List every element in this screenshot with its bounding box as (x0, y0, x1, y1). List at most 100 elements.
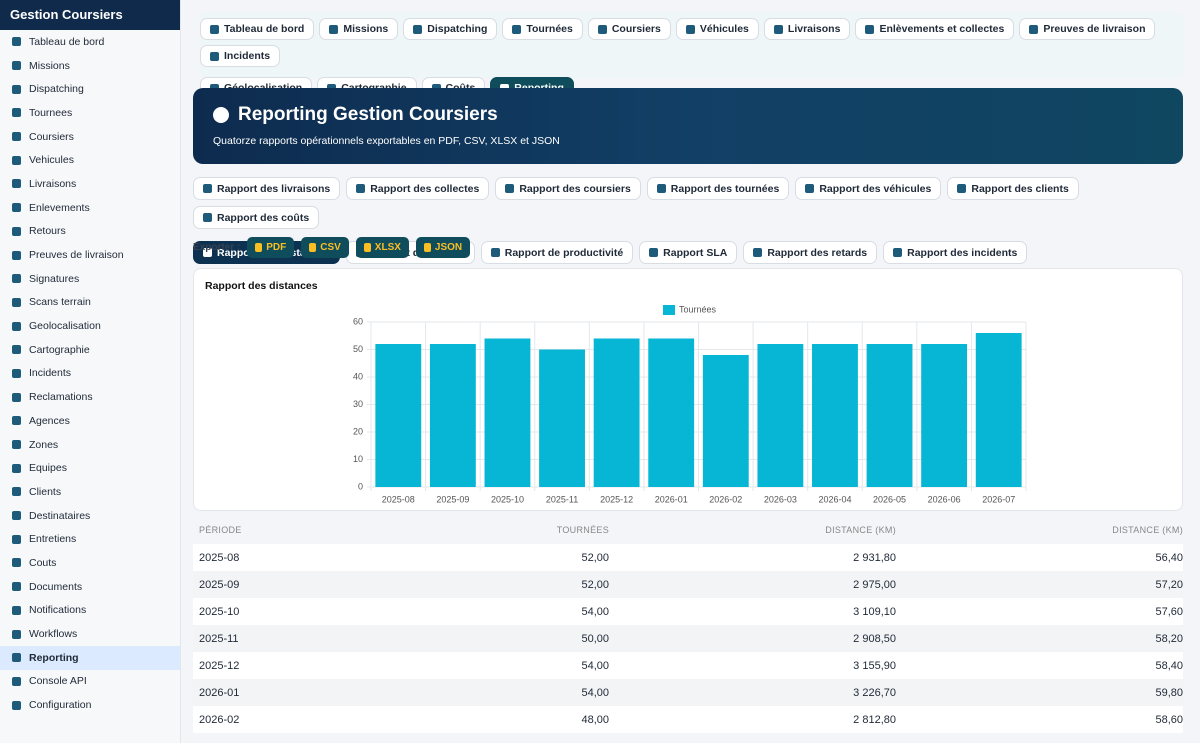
nav-tab[interactable]: Enlèvements et collectes (855, 18, 1015, 40)
sidebar-item[interactable]: Missions (0, 54, 180, 78)
table-cell: 54,00 (581, 686, 609, 699)
nav-tab-label: Coursiers (611, 23, 661, 35)
sidebar-item-label: Couts (29, 556, 57, 569)
report-tab[interactable]: Rapport des retards (743, 241, 878, 264)
sidebar-item-label: Clients (29, 485, 62, 498)
sidebar-item[interactable]: Clients (0, 480, 180, 504)
sidebar-item[interactable]: Reclamations (0, 385, 180, 409)
sidebar-item[interactable]: Incidents (0, 362, 180, 386)
report-tab-label: Rapport des retards (767, 246, 868, 259)
nav-tab[interactable]: Livraisons (763, 18, 851, 40)
table-cell: 58,20 (1155, 632, 1183, 645)
table-header: PÉRIODE TOURNÉES DISTANCE (KM) DISTANCE (KM… (193, 515, 1183, 544)
sidebar-item[interactable]: Preuves de livraison (0, 243, 180, 267)
x-tick-label: 2025-09 (436, 494, 469, 504)
sidebar-item[interactable]: Documents (0, 575, 180, 599)
bar (866, 344, 913, 487)
report-tab[interactable]: Rapport des coursiers (495, 177, 641, 200)
sidebar-item[interactable]: Entretiens (0, 527, 180, 551)
nav-tab[interactable]: Coursiers (587, 18, 671, 40)
report-tab[interactable]: Rapport des coûts (193, 206, 320, 229)
sidebar-item[interactable]: Cartographie (0, 338, 180, 362)
sidebar-item[interactable]: Notifications (0, 599, 180, 623)
sidebar-item-label: Configuration (29, 699, 92, 712)
sidebar-item-label: Cartographie (29, 343, 90, 356)
table-row: 2025-08 52,00 2 931,80 56,40 (193, 544, 1183, 571)
sidebar-item-label: Livraisons (29, 177, 77, 190)
bar (484, 338, 531, 487)
report-tab[interactable]: Rapport des tournées (646, 177, 790, 200)
table-row: 2026-02 48,00 2 812,80 58,60 (193, 706, 1183, 733)
report-tab-label: Rapport SLA (663, 246, 728, 259)
sidebar-item[interactable]: Configuration (0, 693, 180, 717)
export-button[interactable]: PDF (247, 237, 295, 258)
sidebar-item[interactable]: Destinataires (0, 504, 180, 528)
sidebar-title: Gestion Coursiers (0, 0, 180, 30)
nav-tabs: Tableau de bord Missions Dispatching Tourné… (200, 12, 1183, 99)
sidebar-item[interactable]: Enlevements (0, 196, 180, 220)
table-cell: 2 931,80 (853, 551, 896, 564)
sidebar-item-label: Equipes (29, 462, 67, 475)
sidebar-item[interactable]: Retours (0, 220, 180, 244)
table-cell: 58,40 (1155, 659, 1183, 672)
nav-tab[interactable]: Tournées (502, 18, 583, 40)
chart-card: Rapport des distances 0 10 20 30 40 50 60 Tourn… (193, 268, 1183, 511)
sidebar-item[interactable]: Zones (0, 433, 180, 457)
export-button[interactable]: JSON (415, 237, 471, 258)
sidebar-item-label: Vehicules (29, 154, 74, 167)
report-tab[interactable]: Rapport des incidents (883, 241, 1028, 264)
report-tab[interactable]: Rapport des véhicules (795, 177, 942, 200)
sidebar-item[interactable]: Reporting (0, 645, 180, 670)
export-button-label: XLSX (374, 242, 401, 253)
table-cell: 58,60 (1155, 713, 1183, 726)
sidebar-item[interactable]: Signatures (0, 267, 180, 291)
export-button-label: PDF (266, 242, 287, 253)
bar (648, 338, 695, 487)
table-cell: 52,00 (581, 551, 609, 564)
table-row: 2025-09 52,00 2 975,00 57,20 (193, 571, 1183, 598)
sidebar-item[interactable]: Agences (0, 409, 180, 433)
sidebar-item[interactable]: Scans terrain (0, 291, 180, 315)
sidebar-item[interactable]: Vehicules (0, 148, 180, 172)
report-tab[interactable]: Rapport SLA (639, 241, 738, 264)
y-tick-label: 50 (353, 344, 363, 354)
sidebar-item[interactable]: Equipes (0, 456, 180, 480)
sidebar-item[interactable]: Dispatching (0, 77, 180, 101)
sidebar-item[interactable]: Tableau de bord (0, 30, 180, 54)
sidebar-item[interactable]: Coursiers (0, 125, 180, 149)
report-tab[interactable]: Rapport des clients (947, 177, 1079, 200)
table-cell: 2025-10 (199, 605, 240, 618)
sidebar-item-label: Documents (29, 580, 83, 593)
x-tick-label: 2025-10 (491, 494, 524, 504)
sidebar-item-label: Incidents (29, 367, 72, 380)
table-cell: 54,00 (581, 659, 609, 672)
sidebar-item[interactable]: Workflows (0, 622, 180, 646)
sidebar-item[interactable]: Livraisons (0, 172, 180, 196)
nav-tab[interactable]: Preuves de livraison (1019, 18, 1156, 40)
sidebar-item-label: Reporting (29, 651, 79, 664)
nav-tab[interactable]: Incidents (200, 45, 281, 67)
export-button[interactable]: XLSX (355, 237, 409, 258)
nav-tab[interactable]: Dispatching (403, 18, 498, 40)
export-button-label: CSV (320, 242, 341, 253)
table-cell: 57,20 (1155, 578, 1183, 591)
export-button[interactable]: CSV (301, 237, 349, 258)
nav-tab-label: Preuves de livraison (1043, 23, 1146, 35)
y-tick-label: 0 (358, 481, 363, 491)
sidebar-item[interactable]: Geolocalisation (0, 314, 180, 338)
sidebar-item[interactable]: Console API (0, 670, 180, 694)
report-tab[interactable]: Rapport des livraisons (193, 177, 341, 200)
sidebar-item[interactable]: Tournees (0, 101, 180, 125)
table-cell: 2026-02 (199, 713, 240, 726)
sidebar-item-label: Reclamations (29, 391, 93, 404)
nav-tab[interactable]: Missions (319, 18, 399, 40)
header-cell: PÉRIODE (199, 524, 242, 535)
header-subtitle: Quatorze rapports opérationnels exportab… (213, 135, 560, 147)
nav-tab[interactable]: Véhicules (675, 18, 759, 40)
nav-tab[interactable]: Tableau de bord (200, 18, 315, 40)
sidebar-item[interactable]: Couts (0, 551, 180, 575)
y-tick-label: 10 (353, 454, 363, 464)
report-tab[interactable]: Rapport des collectes (346, 177, 490, 200)
report-tab[interactable]: Rapport de productivité (480, 241, 634, 264)
